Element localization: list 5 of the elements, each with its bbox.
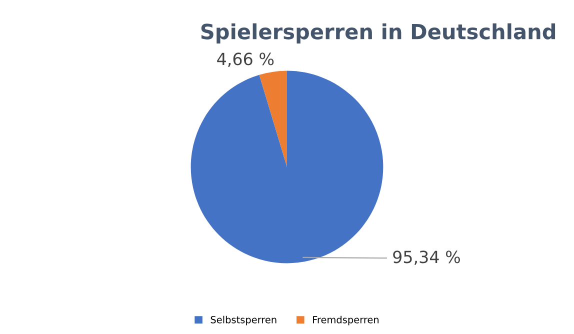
- data-label: 95,34 %: [393, 250, 460, 265]
- data-label: 4,66 %: [217, 52, 274, 67]
- legend-label: Selbstsperren: [210, 316, 276, 326]
- legend-label: Fremdsperren: [313, 316, 379, 326]
- chart-title: Spielersperren in Deutschland: [201, 23, 556, 44]
